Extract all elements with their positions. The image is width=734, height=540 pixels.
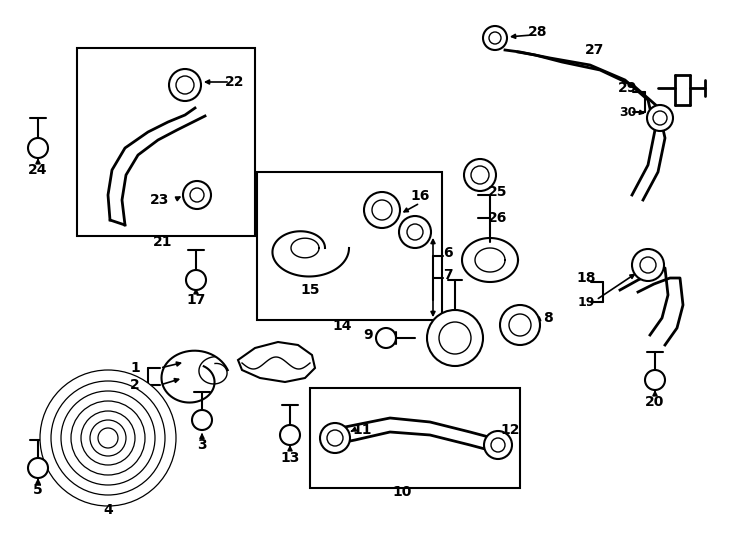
Circle shape (464, 159, 496, 191)
Text: 5: 5 (33, 483, 43, 497)
Text: 16: 16 (410, 189, 429, 203)
Circle shape (98, 428, 118, 448)
Text: 29: 29 (618, 81, 638, 95)
Circle shape (51, 381, 165, 495)
Circle shape (320, 423, 350, 453)
Text: 6: 6 (443, 246, 453, 260)
Text: 7: 7 (443, 268, 453, 282)
Text: 23: 23 (150, 193, 170, 207)
Text: 17: 17 (186, 293, 206, 307)
Circle shape (471, 166, 489, 184)
Circle shape (183, 181, 211, 209)
Circle shape (81, 411, 135, 465)
Bar (257, 172, 442, 320)
Text: 8: 8 (543, 311, 553, 325)
Text: 10: 10 (392, 485, 412, 499)
Text: 15: 15 (300, 283, 320, 297)
Circle shape (491, 438, 505, 452)
Text: 26: 26 (488, 211, 508, 225)
Circle shape (509, 314, 531, 336)
Circle shape (489, 32, 501, 44)
Text: 3: 3 (197, 438, 207, 452)
Circle shape (169, 69, 201, 101)
Bar (310, 388, 520, 488)
Text: 19: 19 (578, 295, 595, 308)
Circle shape (407, 224, 423, 240)
Circle shape (483, 26, 507, 50)
Circle shape (28, 458, 48, 478)
Circle shape (645, 370, 665, 390)
Circle shape (61, 391, 155, 485)
Bar (77, 48, 255, 236)
Circle shape (176, 76, 194, 94)
Text: 13: 13 (280, 451, 299, 465)
Text: 24: 24 (28, 163, 48, 177)
Text: 1: 1 (130, 361, 140, 375)
Circle shape (40, 370, 176, 506)
Circle shape (399, 216, 431, 248)
Text: 18: 18 (576, 271, 596, 285)
Circle shape (28, 138, 48, 158)
Text: 21: 21 (153, 235, 172, 249)
Circle shape (186, 270, 206, 290)
Circle shape (439, 322, 471, 354)
Circle shape (280, 425, 300, 445)
Circle shape (500, 305, 540, 345)
Circle shape (427, 310, 483, 366)
Circle shape (192, 410, 212, 430)
Text: 28: 28 (528, 25, 548, 39)
Circle shape (376, 328, 396, 348)
Circle shape (327, 430, 343, 446)
Text: 25: 25 (488, 185, 508, 199)
Circle shape (640, 257, 656, 273)
Circle shape (647, 105, 673, 131)
Circle shape (484, 431, 512, 459)
Text: 9: 9 (363, 328, 373, 342)
Circle shape (71, 401, 145, 475)
Text: 12: 12 (501, 423, 520, 437)
Circle shape (632, 249, 664, 281)
Text: 2: 2 (130, 378, 140, 392)
Text: 4: 4 (103, 503, 113, 517)
Text: 22: 22 (225, 75, 244, 89)
Text: 14: 14 (333, 319, 352, 333)
Circle shape (190, 188, 204, 202)
Circle shape (653, 111, 667, 125)
Circle shape (372, 200, 392, 220)
Text: 30: 30 (619, 105, 636, 118)
Circle shape (90, 420, 126, 456)
Text: 11: 11 (352, 423, 371, 437)
Text: 20: 20 (645, 395, 665, 409)
Text: 27: 27 (585, 43, 605, 57)
Circle shape (364, 192, 400, 228)
